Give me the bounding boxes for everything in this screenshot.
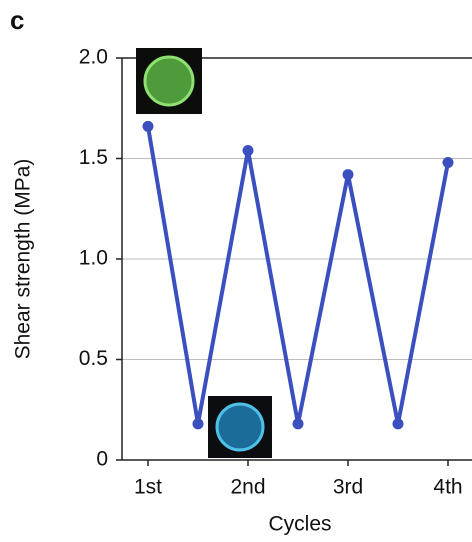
point xyxy=(143,121,154,132)
inset-disc xyxy=(145,57,193,105)
x-tick-label: 2nd xyxy=(230,476,265,499)
point xyxy=(443,157,454,168)
point xyxy=(393,418,404,429)
y-tick-label: 0 xyxy=(96,448,108,471)
chart: c Cycles Shear strength (MPa) 0 0.5 1.0 1.5… xyxy=(0,0,472,542)
inset-green xyxy=(136,48,202,114)
x-axis-label: Cycles xyxy=(268,513,331,536)
x-tick-label: 4th xyxy=(433,476,462,499)
point xyxy=(293,418,304,429)
inset-blue xyxy=(208,396,272,458)
y-tick-label: 0.5 xyxy=(79,347,108,370)
inset-disc xyxy=(217,404,263,450)
y-axis-label: Shear strength (MPa) xyxy=(12,159,35,360)
y-tick-label: 1.5 xyxy=(79,146,108,169)
y-tick-label: 2.0 xyxy=(79,46,108,69)
grid xyxy=(122,58,472,460)
point xyxy=(193,418,204,429)
panel-label: c xyxy=(10,5,24,35)
point xyxy=(243,145,254,156)
page: c Cycles Shear strength (MPa) 0 0.5 1.0 1.5… xyxy=(0,0,472,542)
x-tick-label: 3rd xyxy=(333,476,363,499)
line xyxy=(148,126,448,423)
point xyxy=(343,169,354,180)
y-tick-label: 1.0 xyxy=(79,247,108,270)
x-tick-label: 1st xyxy=(134,476,162,499)
